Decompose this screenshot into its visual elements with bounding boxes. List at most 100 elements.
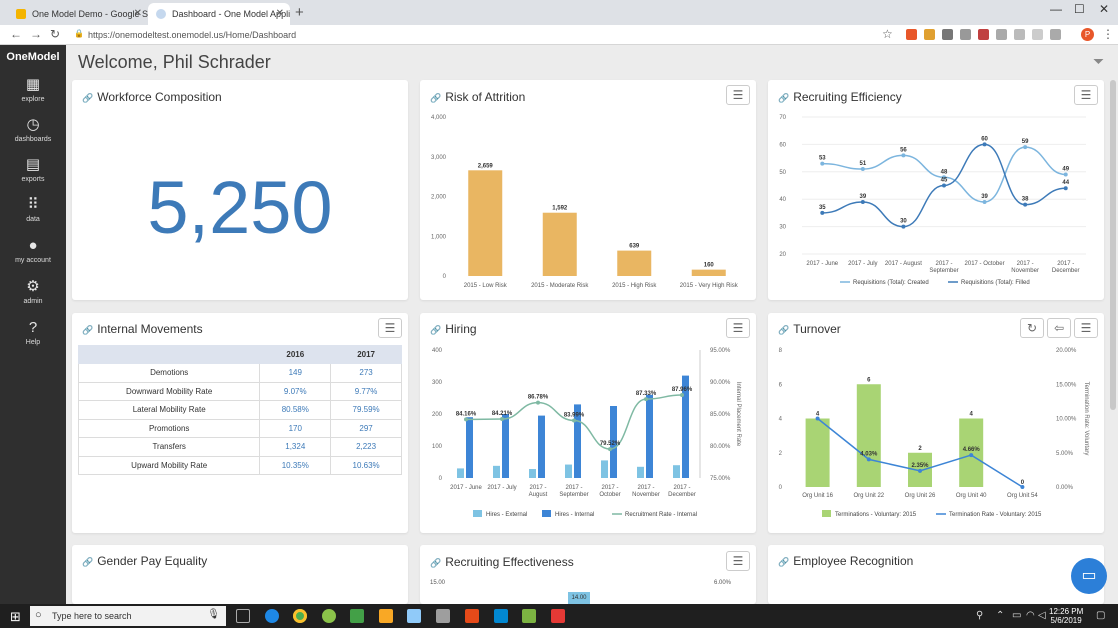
column-header[interactable]: 2016 [259, 345, 332, 364]
sidebar-item-data[interactable]: ⠿ data [0, 197, 66, 224]
app-icon[interactable] [551, 609, 565, 623]
data-point [1023, 202, 1028, 207]
link-icon[interactable]: 🔗 [430, 558, 442, 568]
extension-icon[interactable] [942, 29, 953, 40]
cell-value[interactable]: 10.63% [330, 455, 402, 475]
hiring-card: 🔗 Hiring ☰ 0 100 200 300 400 75.00% 80.00% 85.00… [420, 313, 756, 533]
card-menu-button[interactable]: ☰ [1074, 85, 1098, 105]
back-button[interactable]: ⇦ [1047, 318, 1071, 338]
cell-value[interactable]: 9.07% [259, 381, 332, 401]
link-icon[interactable]: 🔗 [82, 93, 94, 103]
cell-value[interactable]: 9.77% [330, 381, 402, 401]
data-point [815, 416, 820, 421]
reload-icon[interactable]: ↻ [50, 27, 61, 41]
extension-icon[interactable] [1032, 29, 1043, 40]
extension-icon[interactable] [960, 29, 971, 40]
taskbar-clock[interactable]: 12:26 PM 5/6/2019 [1049, 607, 1083, 625]
table-row: Promotions 170 297 [77, 418, 402, 438]
browser-tab-dashboard[interactable]: Dashboard - One Model Applica ✕ [148, 3, 290, 25]
chevron-up-icon[interactable]: ⌃ [996, 610, 1005, 621]
sidebar-item-my-account[interactable]: ● my account [0, 238, 66, 265]
link-icon[interactable]: 🔗 [778, 93, 790, 103]
browser-tab-slides[interactable]: One Model Demo - Google Slide ✕ [8, 3, 148, 25]
card-menu-button[interactable]: ☰ [378, 318, 402, 338]
app-icon[interactable] [494, 609, 508, 623]
extension-icon[interactable] [906, 29, 917, 40]
x-tick-label: Org Unit 54 [1007, 493, 1038, 499]
cell-value[interactable]: 79.59% [330, 400, 402, 420]
sidebar-item-dashboards[interactable]: ◷ dashboards [0, 117, 66, 144]
notifications-icon[interactable]: ▢ [1096, 610, 1106, 621]
data-label: 86.78% [528, 395, 549, 401]
cell-value[interactable]: 80.58% [259, 400, 332, 420]
x-tick-label: Org Unit 22 [853, 493, 884, 499]
page-scrollbar[interactable] [1110, 80, 1116, 410]
windows-start-icon[interactable]: ⊞ [10, 609, 21, 624]
battery-icon[interactable]: ▭ [1012, 610, 1022, 621]
card-menu-button[interactable]: ☰ [726, 551, 750, 571]
edge-browser-icon[interactable] [265, 609, 279, 623]
sidebar-item-help[interactable]: ? Help [0, 320, 66, 347]
people-icon[interactable]: ⚲ [976, 610, 984, 621]
app-icon[interactable] [465, 609, 479, 623]
chat-launcher-button[interactable]: ▭ [1071, 558, 1107, 594]
cell-value[interactable]: 2,223 [330, 437, 402, 457]
y-tick-label: 0 [443, 274, 447, 280]
card-menu-button[interactable]: ☰ [726, 318, 750, 338]
column-header[interactable]: 2017 [330, 345, 402, 364]
task-view-icon[interactable] [236, 609, 250, 623]
taskbar-search-input[interactable]: ○ Type here to search 🎙 [30, 606, 226, 626]
sidebar-item-admin[interactable]: ⚙ admin [0, 279, 66, 306]
sidebar-item-explore[interactable]: ▦ explore [0, 77, 66, 104]
data-label: 60 [981, 136, 988, 142]
filter-icon[interactable]: ⏷ [1093, 53, 1105, 69]
data-point [942, 183, 946, 188]
app-icon[interactable] [522, 609, 536, 623]
sidebar-item-exports[interactable]: ▤ exports [0, 157, 66, 184]
calculator-icon[interactable] [436, 609, 450, 623]
app-icon[interactable] [322, 609, 336, 623]
cell-value[interactable]: 10.35% [259, 455, 332, 475]
browser-menu-icon[interactable]: ⋮ [1102, 27, 1114, 41]
card-menu-button[interactable]: ☰ [726, 85, 750, 105]
maximize-icon[interactable]: ☐ [1074, 2, 1085, 16]
chrome-browser-icon[interactable] [293, 609, 307, 623]
cell-value[interactable]: 273 [330, 363, 402, 383]
back-icon[interactable]: ← [10, 27, 22, 41]
extension-icon[interactable] [996, 29, 1007, 40]
bookmark-star-icon[interactable]: ☆ [882, 27, 893, 41]
cell-value[interactable]: 1,324 [259, 437, 332, 457]
extension-icon[interactable] [978, 29, 989, 40]
spreadsheet-app-icon[interactable] [350, 609, 364, 623]
volume-icon[interactable]: ◁ [1038, 610, 1046, 621]
cell-value[interactable]: 170 [259, 418, 332, 438]
forward-icon[interactable]: → [30, 27, 42, 41]
close-tab-icon[interactable]: ✕ [133, 8, 142, 19]
bar [502, 414, 509, 478]
extension-icon[interactable] [924, 29, 935, 40]
profile-avatar[interactable]: P [1081, 28, 1094, 41]
file-explorer-icon[interactable] [379, 609, 393, 623]
data-label: 39 [860, 194, 867, 200]
link-icon[interactable]: 🔗 [430, 325, 442, 335]
link-icon[interactable]: 🔗 [778, 557, 790, 567]
link-icon[interactable]: 🔗 [82, 557, 94, 567]
network-icon[interactable]: ◠ [1026, 610, 1035, 621]
close-tab-icon[interactable]: ✕ [275, 8, 284, 19]
link-icon[interactable]: 🔗 [778, 325, 790, 335]
url-input[interactable]: 🔒 https://onemodeltest.onemodel.us/Home/… [70, 27, 900, 43]
close-window-icon[interactable]: ✕ [1099, 2, 1110, 16]
link-icon[interactable]: 🔗 [430, 93, 442, 103]
cell-value[interactable]: 297 [330, 418, 402, 438]
refresh-button[interactable]: ↻ [1020, 318, 1044, 338]
extension-icon[interactable] [1050, 29, 1061, 40]
card-menu-button[interactable]: ☰ [1074, 318, 1098, 338]
legend-label: Hires - Internal [555, 512, 594, 518]
cell-value[interactable]: 149 [259, 363, 332, 383]
extension-icon[interactable] [1014, 29, 1025, 40]
link-icon[interactable]: 🔗 [82, 325, 94, 335]
microphone-icon[interactable]: 🎙 [207, 609, 220, 620]
app-icon[interactable] [407, 609, 421, 623]
minimize-icon[interactable]: — [1050, 2, 1062, 16]
new-tab-button[interactable]: + [295, 4, 304, 21]
